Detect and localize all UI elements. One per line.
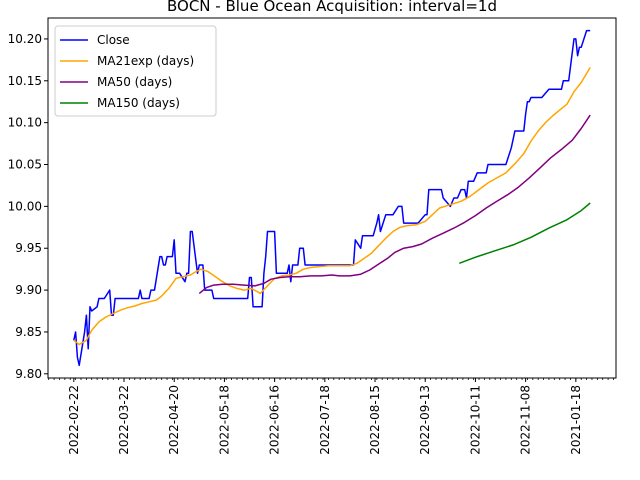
y-tick-label: 10.20 [8,32,42,46]
x-tick-label: 2022-10-11 [468,385,482,455]
plot-frame [47,17,617,379]
y-tick-label: 10.15 [8,74,42,88]
legend-label: MA50 (days) [97,75,172,89]
legend: Close MA21exp (days) MA50 (days) MA150 (day… [54,25,217,117]
x-tick-label: 2022-03-22 [117,385,131,455]
y-tick-label: 9.95 [15,241,42,255]
y-tick-label: 9.90 [15,283,42,297]
y-tick-label: 9.80 [15,367,42,381]
chart-title: BOCN - Blue Ocean Acquisition: interval=… [167,0,497,15]
x-tick-label: 2022-09-13 [418,385,432,455]
series-line-1 [73,29,591,367]
legend-box [54,25,217,117]
y-axis: 9.80 9.85 9.90 9.95 10.00 10.05 10.10 10.15 10.2… [8,32,48,381]
x-tick-label: 2022-02-22 [67,385,81,455]
x-tick-label: 2022-04-20 [167,385,181,455]
x-tick-label: 2022-08-15 [368,385,382,455]
y-tick-label: 10.00 [8,199,42,213]
legend-label: Close [97,33,130,47]
plot-lines [73,29,591,367]
x-tick-label: 2022-05-18 [217,385,231,455]
x-axis: 2022-02-22 2022-03-22 2022-04-20 2022-05-18… [48,378,614,455]
x-tick-label: 2022-06-16 [268,385,282,455]
y-tick-label: 10.10 [8,116,42,130]
legend-label: MA150 (days) [97,96,180,110]
y-tick-label: 10.05 [8,158,42,172]
series-line-2 [73,67,591,346]
x-tick-label: 2022-11-08 [519,385,533,455]
x-tick-label: 2022-07-18 [318,385,332,455]
series-line-4 [459,202,591,265]
x-tick-label: 2021-01-18 [569,385,583,455]
series-line-3 [198,114,591,294]
legend-label: MA21exp (days) [97,54,194,68]
y-tick-label: 9.85 [15,325,42,339]
